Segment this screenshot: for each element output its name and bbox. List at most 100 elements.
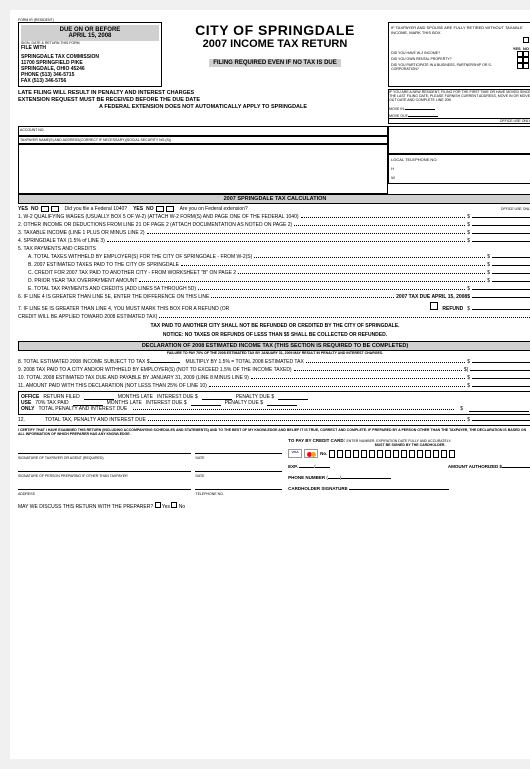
move-out-field[interactable] xyxy=(408,111,438,117)
fedext-no[interactable] xyxy=(166,206,174,212)
l5d-amt[interactable] xyxy=(492,281,530,282)
l5: 5. TAX PAYMENTS AND CREDITS xyxy=(18,246,96,252)
fed-ext: A FEDERAL EXTENSION DOES NOT AUTOMATICAL… xyxy=(18,104,388,110)
retired-checkbox[interactable] xyxy=(523,37,529,43)
new-res-note: IF YOU ARE A NEW RESIDENT, FILING FOR TH… xyxy=(389,90,530,102)
cc-sig-label: CARDHOLDER SIGNATURE xyxy=(288,486,347,491)
cc-phone: PHONE NUMBER xyxy=(288,475,325,480)
sig-preparer-line[interactable] xyxy=(18,471,191,472)
discuss-label: MAY WE DISCUSS THIS RETURN WITH THE PREP… xyxy=(18,504,153,510)
l1-amt[interactable] xyxy=(472,217,530,218)
refund-label: REFUND xyxy=(442,306,463,312)
discuss-no-box[interactable] xyxy=(171,502,177,508)
exp-yy[interactable] xyxy=(315,462,330,468)
l8-amt[interactable] xyxy=(472,362,530,363)
cc-phone-num[interactable] xyxy=(341,473,391,479)
fedext-yes[interactable] xyxy=(156,206,164,212)
cc-digit[interactable] xyxy=(329,450,335,458)
decl-sub: FAILURE TO PAY 70% OF THE 2008 ESTIMATED… xyxy=(18,351,530,355)
sig-taxpayer: SIGNATURE OF TAXPAYER OR AGENT (REQUIRED… xyxy=(18,456,191,460)
decl-title: DECLARATION OF 2008 ESTIMATED INCOME TAX… xyxy=(18,341,530,351)
amt-auth-field[interactable] xyxy=(502,462,530,468)
refund-checkbox[interactable] xyxy=(430,302,438,310)
l5e: E. TOTAL TAX PAYMENTS AND CREDITS (ADD L… xyxy=(28,286,196,292)
file-with: FILE WITH xyxy=(21,45,159,51)
header-row: DUE ON OR BEFORE APRIL 15, 2008 SIGN, DA… xyxy=(18,22,530,87)
cert-text: I CERTIFY THAT I HAVE EXAMINED THIS RETU… xyxy=(18,428,530,436)
l5a-amt[interactable] xyxy=(492,257,530,258)
cc-phone-area[interactable] xyxy=(328,473,340,479)
l4: 4. SPRINGDALE TAX (1.5% of LINE 3) xyxy=(18,238,105,244)
fax: FAX (513) 346-5756 xyxy=(21,78,159,84)
left-header-box: DUE ON OR BEFORE APRIL 15, 2008 SIGN, DA… xyxy=(18,22,162,87)
l11: 11. AMOUNT PAID WITH THIS DECLARATION (N… xyxy=(18,383,207,389)
l5c: C. CREDIT FOR 2007 TAX PAID TO ANOTHER C… xyxy=(28,270,236,276)
exp-mm[interactable] xyxy=(299,462,314,468)
office-use-box xyxy=(388,126,530,154)
late-warn: LATE FILING WILL RESULT IN PENALTY AND I… xyxy=(18,90,388,96)
sig-address-line[interactable] xyxy=(18,489,191,490)
sig-tel-line[interactable] xyxy=(195,489,282,490)
l5e-amt[interactable] xyxy=(472,289,530,290)
calc-section-title: 2007 SPRINGDALE TAX CALCULATION xyxy=(18,194,530,204)
tax-notice2: NOTICE: NO TAXES OR REFUNDS OF LESS THAN… xyxy=(18,332,530,338)
retired-note: IF TAXPAYER AND SPOUSE ARE FULLY RETIRED… xyxy=(391,25,529,35)
filing-required-banner: FILING REQUIRED EVEN IF NO TAX IS DUE xyxy=(209,59,341,67)
sig-date2-line[interactable] xyxy=(195,471,282,472)
sig-preparer: SIGNATURE OF PERSON PREPARING IF OTHER T… xyxy=(18,474,191,478)
cc-must-sign: MUST BE SIGNED BY THE CARDHOLDER. xyxy=(288,443,530,447)
move-in-field[interactable] xyxy=(405,104,435,110)
sig-address: ADDRESS xyxy=(18,492,191,496)
sig-taxpayer-line[interactable] xyxy=(18,453,191,454)
discuss-yes: Yes xyxy=(162,504,170,510)
discuss-yes-box[interactable] xyxy=(155,502,161,508)
l6-due: 2007 TAX DUE APRIL 15, 2008 xyxy=(396,294,467,300)
l4-amt[interactable] xyxy=(472,241,530,242)
p-only: ONLY xyxy=(21,406,34,412)
l3-amt[interactable] xyxy=(472,233,530,234)
l5b-amt[interactable] xyxy=(492,265,530,266)
l3: 3. TAXABLE INCOME (LINE 1 PLUS OR MINUS … xyxy=(18,230,145,236)
l2: 2. OTHER INCOME OR DEDUCTIONS FROM LINE … xyxy=(18,222,292,228)
move-out: MOVE OUT: xyxy=(389,114,408,118)
l9-amt[interactable] xyxy=(470,370,530,371)
account-no-box[interactable]: ACCOUNT NO. xyxy=(18,126,388,136)
l10: 10. TOTAL 2008 ESTIMATED TAX DUE AND PAY… xyxy=(18,375,249,381)
1040-yes[interactable] xyxy=(41,206,49,212)
l7b: CREDIT WILL BE APPLIED TOWARD 2008 ESTIM… xyxy=(18,314,157,320)
l6-amt[interactable] xyxy=(472,297,530,298)
taxpayer-address-block[interactable] xyxy=(18,144,388,194)
biz-no[interactable] xyxy=(523,63,529,69)
local-phone-label: LOCAL TELEPHONE NO. xyxy=(391,157,529,162)
l7-amt[interactable] xyxy=(472,309,530,310)
cc-sig-line[interactable] xyxy=(349,484,449,490)
due-date-box: DUE ON OR BEFORE APRIL 15, 2008 xyxy=(21,25,159,41)
l10-amt[interactable] xyxy=(472,378,530,379)
penalty-box: OFFICE RETURN FILED MONTHS LATE INTEREST… xyxy=(18,391,530,415)
ext-req: EXTENSION REQUEST MUST BE RECEIVED BEFOR… xyxy=(18,97,388,103)
l8-income[interactable] xyxy=(150,357,180,363)
title-block: CITY OF SPRINGDALE 2007 INCOME TAX RETUR… xyxy=(162,22,388,87)
l2-amt[interactable] xyxy=(472,225,530,226)
1040-no[interactable] xyxy=(51,206,59,212)
total-pi-amt[interactable] xyxy=(469,406,529,412)
p-total-pi: TOTAL PENALTY AND INTEREST DUE xyxy=(38,406,127,412)
office-use: OFFICE USE ONLY xyxy=(501,207,530,211)
l11-amt[interactable] xyxy=(472,386,530,387)
move-box: IF YOU ARE A NEW RESIDENT, FILING FOR TH… xyxy=(388,89,530,124)
l12-amt[interactable] xyxy=(472,420,530,421)
sig-date1-line[interactable] xyxy=(195,453,282,454)
year-title: 2007 INCOME TAX RETURN xyxy=(162,38,388,50)
q-fedext: Are you on Federal extension? xyxy=(180,206,248,212)
l5c-amt[interactable] xyxy=(492,273,530,274)
visa-icon: VISA xyxy=(288,449,302,458)
q-1040: Did you file a Federal 1040? xyxy=(65,206,128,212)
due-line2: APRIL 15, 2008 xyxy=(23,33,157,39)
phone-block[interactable]: LOCAL TELEPHONE NO. H W xyxy=(388,154,530,184)
l6: 6. IF LINE 4 IS GREATER THAN LINE 5E, EN… xyxy=(18,294,209,300)
l12: 12. xyxy=(18,417,25,423)
phone-w: W xyxy=(391,175,529,180)
l5b: B. 2007 ESTIMATED TAXES PAID TO THE CITY… xyxy=(28,262,179,268)
phone-h: H xyxy=(391,166,529,171)
l7: 7. IF LINE 5E IS GREATER THAN LINE 4, YO… xyxy=(18,306,229,312)
